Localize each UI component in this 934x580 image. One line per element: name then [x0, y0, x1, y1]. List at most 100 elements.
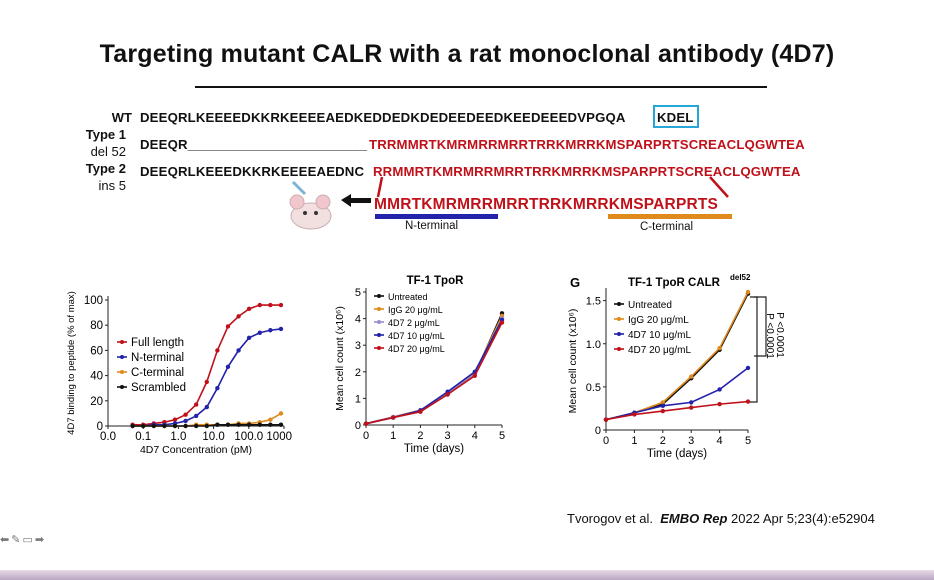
data-point — [363, 421, 369, 426]
y-axis-label: Mean cell count (x10⁶) — [567, 309, 579, 414]
tf1-tpor-chart: 0 1 2 3 4 5 0 1 2 3 4 5 Time (days) Mean cell count (… — [334, 275, 505, 455]
tf1-tpor-calr-chart: 0 0.5 1.0 1.5 0 1 2 3 4 5 Time (days) Mean cell cou… — [567, 273, 785, 460]
legend-label: IgG 20 μg/mL — [388, 305, 443, 315]
p-value-annotation: P <0.0001 — [764, 313, 775, 359]
legend-marker — [120, 370, 124, 374]
data-point — [268, 422, 273, 427]
data-point — [236, 348, 241, 353]
type1-seq-red: TRRMMRTKMRMRRMRRTRRKMRRKMSPARPRTSCREACLQ… — [369, 137, 805, 152]
x-tick-label: 1.0 — [170, 431, 186, 443]
y-tick-label: 100 — [84, 295, 103, 307]
chart-title: TF-1 TpoR — [407, 275, 465, 287]
x-axis-label: Time (days) — [404, 443, 464, 455]
legend-label: 4D7 10 μg/mL — [388, 331, 445, 341]
y-tick-label: 1.5 — [586, 296, 601, 308]
legend-marker — [377, 294, 381, 298]
data-point — [268, 302, 273, 308]
citation: Tvorogov et al. EMBO Rep 2022 Apr 5;23(4… — [567, 511, 875, 526]
data-point — [745, 399, 751, 404]
x-tick-label: 2 — [417, 430, 423, 442]
x-tick-label: 1000.0 — [266, 431, 292, 443]
data-point — [204, 379, 209, 385]
x-tick-label: 1 — [631, 435, 637, 447]
legend-marker — [120, 355, 124, 359]
x-tick-label: 1 — [390, 430, 396, 442]
data-point — [172, 423, 178, 429]
series-line — [365, 312, 503, 425]
series-line — [365, 322, 503, 425]
data-point — [193, 402, 199, 407]
n-terminal-bar — [375, 214, 498, 219]
x-tick-label: 0 — [363, 430, 369, 442]
data-point — [162, 423, 167, 429]
p-value-annotation: P <0.0001 — [774, 312, 785, 358]
chart-title-superscript: del52 — [730, 273, 751, 282]
slide-toolbar[interactable]: ⬅✎▭➡ — [0, 533, 46, 546]
x-tick-label: 2 — [660, 435, 666, 447]
legend-marker — [617, 302, 621, 306]
immunogen-peptide: MMRTKMRMRRMRRTRRKMRRKMSPARPRTS — [374, 196, 719, 213]
data-point — [689, 405, 694, 410]
data-point — [632, 412, 637, 417]
data-point — [745, 365, 751, 371]
y-tick-label: 0 — [355, 420, 361, 432]
legend-label: C-terminal — [131, 367, 184, 379]
significance-bracket — [754, 296, 767, 357]
wt-label: WT — [111, 110, 132, 125]
data-point — [472, 373, 477, 378]
y-tick-label: 5 — [355, 287, 361, 299]
x-tick-label: 3 — [445, 430, 451, 442]
c-terminal-bar — [608, 214, 732, 219]
y-tick-label: 40 — [90, 371, 103, 383]
legend-label: IgG 20 μg/mL — [628, 315, 689, 326]
legend-marker — [617, 332, 621, 336]
y-tick-label: 1 — [355, 393, 361, 405]
citation-ref: 2022 Apr 5;23(4):e52904 — [731, 511, 875, 526]
legend-marker — [120, 385, 124, 389]
data-point — [660, 408, 665, 414]
legend-marker — [377, 346, 381, 350]
pen-icon[interactable]: ✎ — [11, 534, 23, 546]
x-tick-label: 4 — [717, 435, 723, 447]
legend-label: Untreated — [388, 292, 428, 302]
data-point — [391, 415, 396, 420]
legend-marker — [377, 333, 381, 337]
y-tick-label: 0.5 — [586, 382, 601, 394]
slide-title: Targeting mutant CALR with a rat monoclo… — [99, 40, 835, 68]
type1-seq-black: DEEQR________________________ — [140, 137, 368, 152]
x-tick-label: 0.1 — [135, 431, 151, 443]
data-point — [257, 302, 262, 308]
significance-bracket — [750, 296, 758, 403]
slides-icon[interactable]: ▭ — [22, 534, 35, 546]
data-point — [418, 409, 423, 414]
legend-label: 4D7 20 μg/mL — [388, 344, 445, 354]
data-point — [236, 314, 241, 319]
data-point — [215, 422, 220, 427]
data-point — [268, 328, 273, 333]
legend-label: N-terminal — [131, 352, 184, 364]
data-point — [660, 400, 665, 405]
legend-marker — [377, 307, 381, 311]
data-point — [717, 345, 722, 351]
next-slide-icon[interactable]: ➡ — [34, 534, 47, 546]
c-terminal-label: C-terminal — [640, 221, 694, 233]
y-tick-label: 0 — [97, 421, 103, 433]
data-point — [660, 403, 665, 409]
legend-label: 4D7 2 μg/mL — [388, 318, 440, 328]
type1-label: Type 1 — [85, 127, 126, 142]
x-tick-label: 3 — [688, 435, 694, 447]
data-point — [225, 422, 231, 427]
n-terminal-label: N-terminal — [405, 220, 459, 232]
x-tick-label: 0.0 — [100, 431, 116, 443]
mouse-icon — [289, 180, 371, 230]
y-tick-label: 3 — [355, 340, 361, 352]
y-tick-label: 2 — [355, 367, 361, 379]
citation-authors: Tvorogov et al. — [567, 511, 653, 526]
data-point — [151, 423, 156, 429]
prev-slide-icon[interactable]: ⬅ — [0, 534, 12, 546]
chart-title: TF-1 TpoR CALR — [628, 277, 721, 289]
y-tick-label: 0 — [595, 425, 601, 437]
y-tick-label: 1.0 — [586, 339, 601, 351]
legend-label: 4D7 20 μg/mL — [628, 345, 691, 356]
x-tick-label: 5 — [499, 430, 505, 442]
